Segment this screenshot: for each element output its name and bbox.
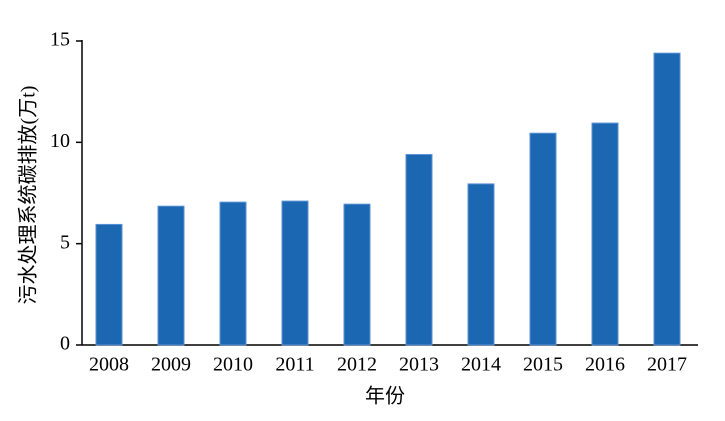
x-tick-label: 2009 [151,354,191,376]
y-tick-label: 15 [50,29,70,51]
bar [405,153,433,346]
bar [95,223,123,346]
bar [219,201,247,346]
x-tick-label: 2013 [399,354,439,376]
x-tick-label: 2012 [337,354,377,376]
x-tick-label: 2008 [89,354,129,376]
bar [529,132,557,346]
x-axis-label: 年份 [365,385,405,408]
x-tick-label: 2016 [585,354,625,376]
y-axis-label: 污水处理系统碳排放(万t) [17,86,40,305]
x-tick-label: 2015 [523,354,563,376]
y-tick-label: 5 [60,231,70,253]
bar [591,122,619,346]
x-tick-label: 2014 [461,354,501,376]
bar [467,183,495,346]
x-tick-label: 2010 [213,354,253,376]
bar [343,203,371,346]
bar [653,52,681,346]
y-tick-label: 10 [50,130,70,152]
bar [281,200,309,346]
bar [157,205,185,346]
x-tick-label: 2017 [647,354,687,376]
y-tick-label: 0 [60,333,70,355]
x-tick-label: 2011 [275,354,314,376]
